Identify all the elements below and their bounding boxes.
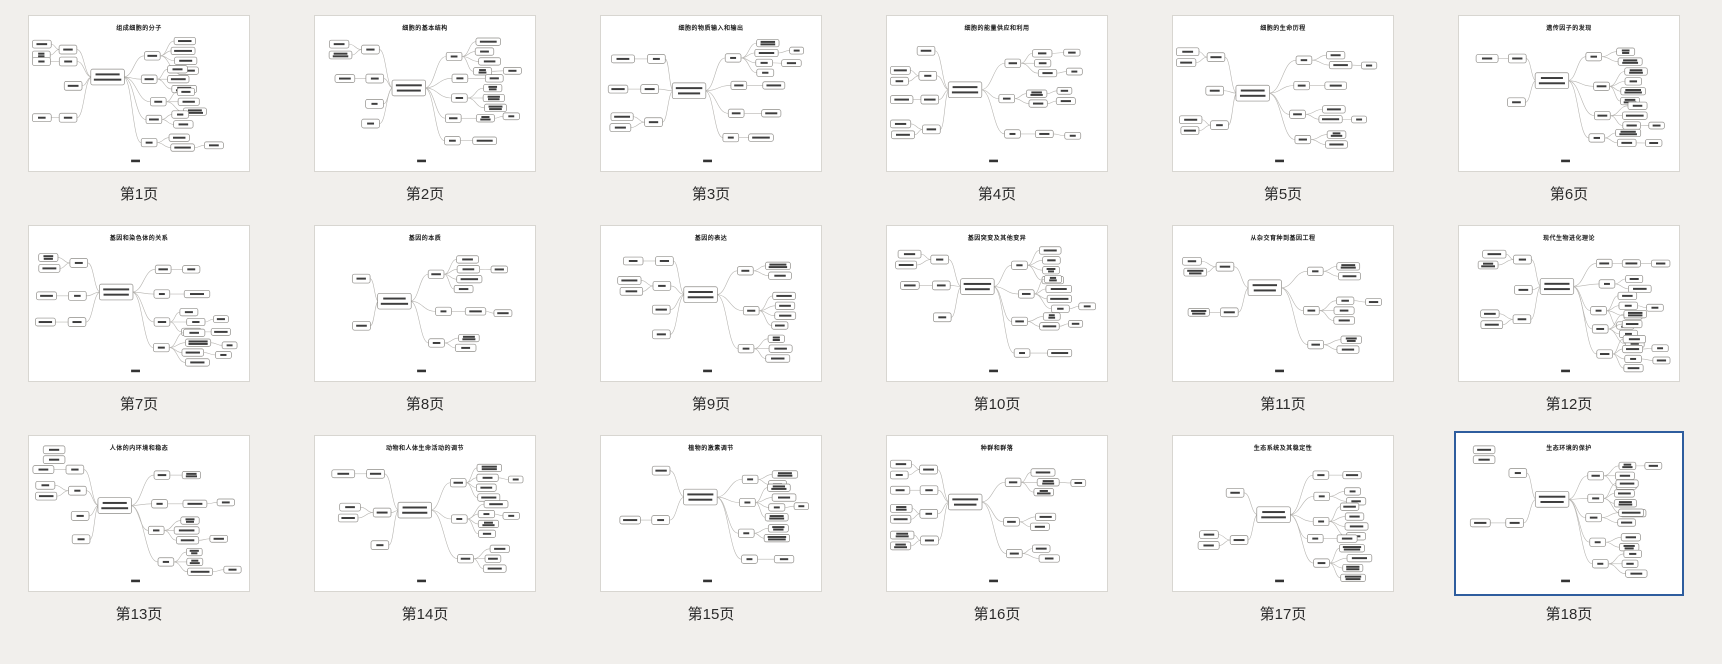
page-grid: 组成细胞的分子 第1页 细胞的基本结构 第2页 细胞的物质输入和输出 第3页 细… bbox=[28, 15, 1680, 624]
page-thumbnail[interactable]: 人体的内环境和稳态 bbox=[28, 435, 250, 592]
page-cell: 植物的激素调节 第15页 bbox=[600, 435, 822, 624]
page-cell: 细胞的物质输入和输出 第3页 bbox=[600, 15, 822, 204]
mindmap-preview bbox=[1197, 470, 1373, 583]
page-label: 第15页 bbox=[687, 606, 735, 623]
page-cell: 基因的表达 第9页 bbox=[600, 225, 822, 414]
page-label: 第1页 bbox=[119, 186, 159, 203]
page-label: 第13页 bbox=[115, 606, 163, 623]
page-thumbnail[interactable]: 植物的激素调节 bbox=[600, 435, 822, 592]
page-thumbnail[interactable]: 生态系统及其稳定性 bbox=[1172, 435, 1394, 592]
page-label: 第6页 bbox=[1549, 186, 1589, 203]
page-label: 第4页 bbox=[977, 186, 1017, 203]
page-cell: 动物和人体生命活动的调节 第14页 bbox=[314, 435, 536, 624]
mindmap-preview bbox=[32, 36, 224, 163]
page-thumbnail[interactable]: 遗传因子的发现 bbox=[1458, 15, 1680, 172]
page-label: 第10页 bbox=[973, 396, 1021, 413]
mindmap-preview bbox=[351, 255, 513, 373]
mindmap-preview bbox=[607, 39, 805, 163]
mindmap-preview bbox=[32, 445, 242, 583]
page-cell: 组成细胞的分子 第1页 bbox=[28, 15, 250, 204]
page-thumbnail[interactable]: 细胞的能量供应和利用 bbox=[886, 15, 1108, 172]
mindmap-preview bbox=[1477, 249, 1671, 373]
page-thumbnail[interactable]: 种群和群落 bbox=[886, 435, 1108, 592]
mindmap-preview bbox=[890, 459, 1087, 583]
mindmap-preview bbox=[1182, 256, 1382, 373]
page-cell: 遗传因子的发现 第6页 bbox=[1458, 15, 1680, 204]
page-label: 第7页 bbox=[119, 396, 159, 413]
page-thumbnail[interactable]: 动物和人体生命活动的调节 bbox=[314, 435, 536, 592]
mindmap-preview bbox=[617, 256, 797, 373]
page-thumbnail[interactable]: 基因突变及其他变异 bbox=[886, 225, 1108, 382]
mindmap-preview bbox=[1475, 47, 1665, 163]
page-label: 第11页 bbox=[1260, 396, 1306, 413]
page-cell: 人体的内环境和稳态 第13页 bbox=[28, 435, 250, 624]
mindmap-preview bbox=[1176, 47, 1378, 163]
page-label: 第16页 bbox=[973, 606, 1021, 623]
page-label: 第9页 bbox=[691, 396, 731, 413]
page-cell: 基因突变及其他变异 第10页 bbox=[886, 225, 1108, 414]
mindmap-preview bbox=[35, 253, 238, 373]
page-label: 第8页 bbox=[405, 396, 445, 413]
page-thumbnail[interactable]: 基因的表达 bbox=[600, 225, 822, 382]
page-thumbnail[interactable]: 基因的本质 bbox=[314, 225, 536, 382]
page-cell: 基因和染色体的关系 第7页 bbox=[28, 225, 250, 414]
page-label: 第12页 bbox=[1545, 396, 1593, 413]
page-thumbnail[interactable]: 细胞的物质输入和输出 bbox=[600, 15, 822, 172]
page-thumbnail[interactable]: 细胞的基本结构 bbox=[314, 15, 536, 172]
page-cell: 生态系统及其稳定性 第17页 bbox=[1172, 435, 1394, 624]
page-cell: 细胞的能量供应和利用 第4页 bbox=[886, 15, 1108, 204]
page-cell: 生态环境的保护 第18页 bbox=[1458, 435, 1680, 624]
page-thumbnail[interactable]: 现代生物进化理论 bbox=[1458, 225, 1680, 382]
page-thumbnail[interactable]: 基因和染色体的关系 bbox=[28, 225, 250, 382]
page-thumbnail[interactable]: 组成细胞的分子 bbox=[28, 15, 250, 172]
mindmap-preview bbox=[1469, 445, 1663, 583]
page-label: 第3页 bbox=[691, 186, 731, 203]
page-thumbnail[interactable]: 从杂交育种到基因工程 bbox=[1172, 225, 1394, 382]
mindmap-preview bbox=[890, 45, 1083, 163]
page-label: 第5页 bbox=[1263, 186, 1303, 203]
page-label: 第17页 bbox=[1259, 606, 1307, 623]
page-cell: 细胞的生命历程 第5页 bbox=[1172, 15, 1394, 204]
page-cell: 从杂交育种到基因工程 第11页 bbox=[1172, 225, 1394, 414]
page-cell: 种群和群落 第16页 bbox=[886, 435, 1108, 624]
page-cell: 基因的本质 第8页 bbox=[314, 225, 536, 414]
page-thumbnail[interactable]: 细胞的生命历程 bbox=[1172, 15, 1394, 172]
page-cell: 细胞的基本结构 第2页 bbox=[314, 15, 536, 204]
page-label: 第14页 bbox=[401, 606, 449, 623]
mindmap-preview bbox=[895, 246, 1096, 373]
page-label: 第2页 bbox=[405, 186, 445, 203]
mindmap-preview bbox=[328, 37, 522, 163]
page-cell: 现代生物进化理论 第12页 bbox=[1458, 225, 1680, 414]
page-label: 第18页 bbox=[1545, 606, 1593, 623]
mindmap-preview bbox=[619, 465, 809, 583]
mindmap-preview bbox=[331, 463, 524, 583]
page-thumbnail[interactable]: 生态环境的保护 bbox=[1458, 435, 1680, 592]
